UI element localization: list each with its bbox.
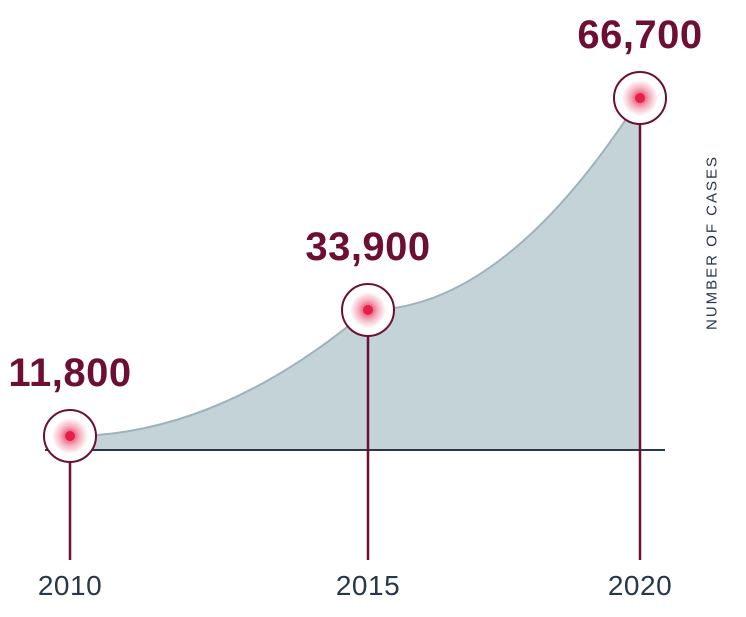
value-label: 33,900 — [305, 225, 430, 270]
value-label: 11,800 — [8, 351, 131, 396]
y-axis-label: NUMBER OF CASES — [704, 155, 721, 330]
year-label: 2020 — [608, 570, 672, 602]
value-label: 66,700 — [577, 13, 702, 58]
data-marker-core — [363, 305, 373, 315]
chart-svg — [0, 0, 746, 617]
year-label: 2010 — [38, 570, 102, 602]
cases-area-chart: 11,800 2010 33,900 2015 66,700 2020 NUMBER OF … — [0, 0, 746, 617]
data-marker-core — [65, 431, 75, 441]
area-fill — [70, 98, 640, 450]
data-marker-core — [635, 93, 645, 103]
year-label: 2015 — [336, 570, 400, 602]
